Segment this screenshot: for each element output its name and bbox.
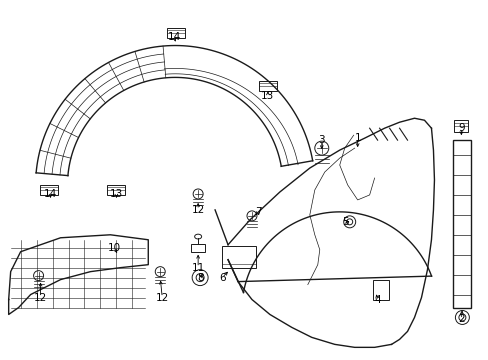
Text: 8: 8 bbox=[196, 273, 203, 283]
Bar bbox=[222, 246, 255, 268]
Text: 12: 12 bbox=[34, 293, 47, 302]
Bar bbox=[40, 185, 58, 195]
Text: 1: 1 bbox=[354, 133, 360, 143]
Text: 7: 7 bbox=[254, 207, 261, 217]
Bar bbox=[452, 140, 470, 307]
Bar bbox=[372, 280, 388, 300]
Text: 5: 5 bbox=[342, 217, 348, 227]
Text: 14: 14 bbox=[167, 32, 181, 41]
Text: 12: 12 bbox=[155, 293, 168, 302]
Text: 4: 4 bbox=[373, 294, 380, 305]
Bar bbox=[191, 244, 204, 252]
Text: 9: 9 bbox=[457, 123, 464, 133]
Bar bbox=[107, 185, 125, 195]
Text: 3: 3 bbox=[318, 135, 325, 145]
Text: 10: 10 bbox=[107, 243, 121, 253]
Text: 13: 13 bbox=[261, 91, 274, 101]
Text: 14: 14 bbox=[44, 189, 57, 199]
Text: 2: 2 bbox=[457, 314, 464, 324]
Text: 12: 12 bbox=[191, 205, 204, 215]
Bar bbox=[259, 81, 276, 91]
Bar bbox=[453, 120, 468, 132]
Bar bbox=[167, 28, 185, 37]
Text: 13: 13 bbox=[109, 189, 123, 199]
Text: 6: 6 bbox=[218, 273, 225, 283]
Text: 11: 11 bbox=[191, 263, 204, 273]
